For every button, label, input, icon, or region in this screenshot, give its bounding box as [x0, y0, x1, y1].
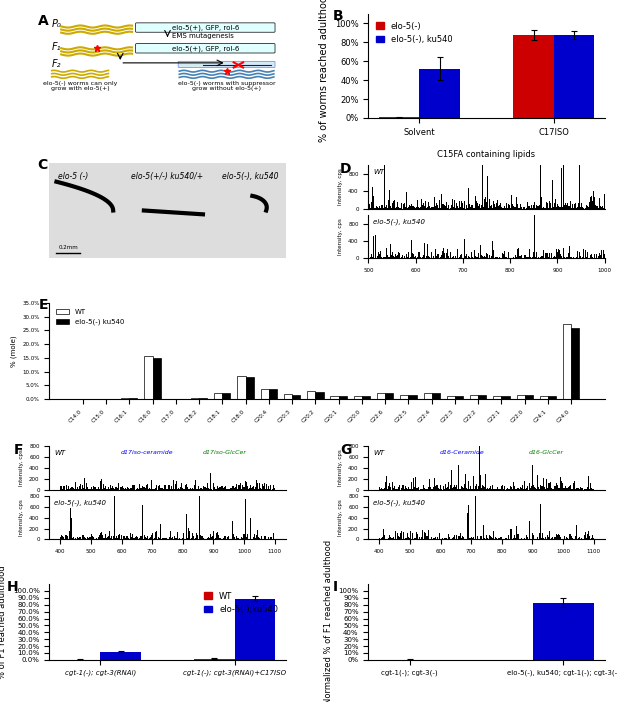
- Legend: WT, elo-5(-) ku540: WT, elo-5(-) ku540: [53, 307, 127, 328]
- Y-axis label: Normalized % of F1 reached adulthood: Normalized % of F1 reached adulthood: [324, 540, 333, 702]
- Bar: [563, 324, 571, 399]
- Text: D: D: [340, 162, 352, 176]
- Bar: [540, 396, 548, 399]
- Bar: [307, 391, 315, 399]
- Text: 0.2mm: 0.2mm: [59, 245, 78, 250]
- Text: elo-5(+), GFP, rol-6: elo-5(+), GFP, rol-6: [172, 25, 239, 31]
- Y-axis label: % (mole): % (mole): [10, 335, 17, 367]
- Bar: [194, 658, 234, 660]
- Bar: [432, 394, 440, 399]
- Bar: [214, 393, 222, 399]
- Bar: [494, 396, 502, 399]
- Bar: [284, 394, 292, 399]
- Bar: [548, 396, 556, 399]
- Bar: [144, 357, 152, 399]
- Text: d17iso-ceramide: d17iso-ceramide: [120, 450, 173, 455]
- Bar: [246, 377, 254, 399]
- Text: D: D: [340, 155, 352, 169]
- Bar: [238, 376, 246, 399]
- Y-axis label: Intensity, cps: Intensity, cps: [337, 450, 342, 486]
- Bar: [199, 398, 207, 399]
- Bar: [362, 396, 370, 399]
- Text: C: C: [38, 158, 48, 172]
- Text: F: F: [14, 443, 23, 457]
- Text: P₀: P₀: [52, 19, 62, 29]
- Text: d17iso-GlcCer: d17iso-GlcCer: [203, 450, 247, 455]
- Bar: [222, 394, 231, 399]
- Bar: [315, 392, 323, 399]
- Bar: [516, 395, 524, 399]
- Y-axis label: Intensity, cps: Intensity, cps: [19, 450, 23, 486]
- Text: B: B: [333, 9, 344, 23]
- Text: elo-5(-), ku540: elo-5(-), ku540: [54, 500, 106, 506]
- Text: WT: WT: [373, 450, 384, 456]
- Bar: [339, 396, 347, 399]
- Y-axis label: Intensity, cps: Intensity, cps: [19, 500, 23, 536]
- Text: elo-5(-), ku540: elo-5(-), ku540: [373, 500, 425, 506]
- Bar: [191, 397, 199, 399]
- Bar: [354, 396, 362, 399]
- Legend: WT, elo-5(-),ku540: WT, elo-5(-),ku540: [201, 588, 281, 617]
- Bar: [101, 652, 141, 660]
- Text: WT: WT: [373, 169, 384, 175]
- Text: elo-5(-) worms with suppressor
grow without elo-5(+): elo-5(-) worms with suppressor grow with…: [178, 81, 275, 91]
- Text: elo-5(-) worms can only
grow with elo-5(+): elo-5(-) worms can only grow with elo-5(…: [43, 81, 117, 91]
- Bar: [420, 69, 460, 118]
- Bar: [234, 599, 275, 660]
- Bar: [261, 388, 269, 399]
- Bar: [423, 393, 432, 399]
- FancyBboxPatch shape: [136, 44, 275, 53]
- Bar: [502, 396, 510, 399]
- Title: C15FA containing lipids: C15FA containing lipids: [437, 150, 536, 159]
- Bar: [292, 395, 300, 399]
- Bar: [385, 394, 393, 399]
- FancyBboxPatch shape: [178, 61, 275, 67]
- Bar: [478, 395, 486, 399]
- Text: WT: WT: [54, 450, 65, 456]
- Y-axis label: Intensity, cps: Intensity, cps: [337, 168, 342, 206]
- Bar: [513, 35, 553, 118]
- Bar: [377, 393, 385, 399]
- Text: elo-5(+/-) ku540/+: elo-5(+/-) ku540/+: [131, 172, 204, 181]
- Bar: [331, 396, 339, 399]
- Text: d16-Ceramide: d16-Ceramide: [439, 450, 484, 455]
- Y-axis label: Intensity, cps: Intensity, cps: [337, 500, 342, 536]
- Text: G: G: [340, 443, 351, 457]
- Text: E: E: [38, 298, 48, 312]
- Text: elo-5 (-): elo-5 (-): [58, 172, 88, 181]
- Bar: [532, 603, 594, 660]
- Text: A: A: [38, 14, 48, 28]
- Bar: [400, 395, 408, 399]
- Y-axis label: Intensity, cps: Intensity, cps: [337, 218, 342, 256]
- Bar: [269, 390, 277, 399]
- Bar: [408, 395, 416, 399]
- Bar: [571, 328, 579, 399]
- FancyBboxPatch shape: [136, 23, 275, 32]
- Bar: [553, 35, 594, 118]
- Text: d16-GlcCer: d16-GlcCer: [529, 450, 564, 455]
- Text: F₁: F₁: [52, 42, 61, 52]
- Text: EMS mutagenesis: EMS mutagenesis: [172, 34, 234, 39]
- Text: I: I: [333, 581, 338, 595]
- Bar: [524, 395, 533, 399]
- Y-axis label: % of worms reached adulthood: % of worms reached adulthood: [320, 0, 329, 142]
- Text: H: H: [7, 581, 19, 595]
- Bar: [447, 396, 455, 399]
- Bar: [152, 359, 160, 399]
- Text: elo-5(+), GFP, rol-6: elo-5(+), GFP, rol-6: [172, 45, 239, 51]
- Y-axis label: % of F1 reached adulthood: % of F1 reached adulthood: [0, 565, 7, 679]
- Text: elo-5(-), ku540: elo-5(-), ku540: [373, 219, 425, 225]
- Text: F₂: F₂: [52, 59, 61, 69]
- Bar: [455, 396, 463, 399]
- Bar: [121, 398, 130, 399]
- Legend: elo-5(-), elo-5(-), ku540: elo-5(-), elo-5(-), ku540: [373, 18, 456, 47]
- Bar: [470, 395, 478, 399]
- Text: elo-5(-), ku540: elo-5(-), ku540: [222, 172, 278, 181]
